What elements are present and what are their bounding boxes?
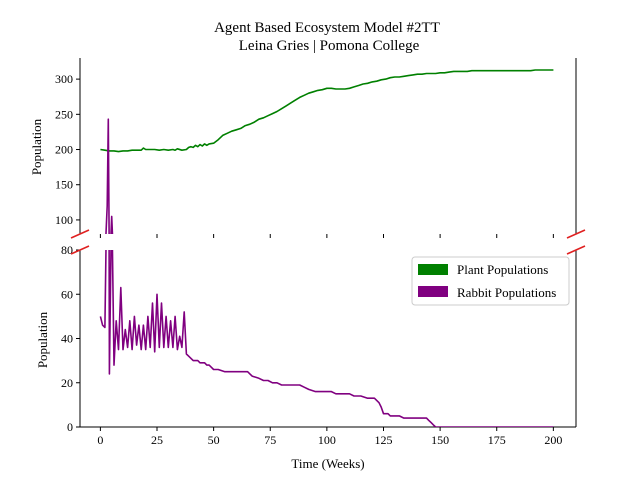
x-tick-label-150: 150 — [431, 433, 449, 447]
x-tick-label-25: 25 — [151, 433, 163, 447]
series-line-top-plant-populations — [100, 69, 554, 153]
legend-label-plant: Plant Populations — [457, 262, 548, 277]
x-tick-label-175: 175 — [488, 433, 506, 447]
legend-swatch-rabbit — [418, 286, 448, 297]
legend-frame — [411, 256, 570, 306]
y-tick-label-top-200: 200 — [55, 143, 73, 157]
x-tick-label-125: 125 — [374, 433, 392, 447]
x-tick-label-50: 50 — [208, 433, 220, 447]
y-tick-label-bottom-0: 0 — [67, 420, 73, 434]
chart-subtitle: Leina Gries | Pomona College — [239, 38, 420, 54]
y-tick-label-top-100: 100 — [55, 213, 73, 227]
top-panel: 100 150 200 250 300 — [55, 58, 577, 234]
y-tick-label-bottom-40: 40 — [61, 332, 73, 346]
y-axis-title-top: Population — [29, 118, 44, 175]
bottom-panel: 0 20 40 60 80 — [61, 243, 577, 434]
x-tick-label-100: 100 — [318, 433, 336, 447]
x-axis-ticks: 0 25 50 75 100 125 150 175 200 — [97, 234, 562, 447]
break-mark-top-left — [70, 229, 90, 239]
legend-swatch-plant — [418, 264, 448, 275]
y-tick-label-top-300: 300 — [55, 72, 73, 86]
series-line-bottom-rabbit-populations — [99, 250, 554, 427]
legend-label-rabbit: Rabbit Populations — [457, 285, 556, 300]
legend: Plant Populations Rabbit Populations — [411, 256, 570, 306]
y-tick-label-bottom-60: 60 — [61, 287, 73, 301]
axis-break-marks — [70, 229, 586, 255]
chart-title: Agent Based Ecosystem Model #2TT — [214, 20, 440, 36]
y-tick-label-bottom-20: 20 — [61, 376, 73, 390]
y-tick-label-top-250: 250 — [55, 107, 73, 121]
break-mark-bottom-left — [70, 245, 90, 255]
break-mark-top-right — [566, 229, 586, 239]
y-tick-label-bottom-80: 80 — [61, 243, 73, 257]
x-tick-label-200: 200 — [544, 433, 562, 447]
x-tick-label-75: 75 — [264, 433, 276, 447]
x-axis-title: Time (Weeks) — [291, 456, 364, 471]
y-tick-label-top-150: 150 — [55, 178, 73, 192]
y-axis-title-bottom: Population — [35, 311, 50, 368]
break-mark-bottom-right — [566, 245, 586, 255]
x-tick-label-0: 0 — [97, 433, 103, 447]
